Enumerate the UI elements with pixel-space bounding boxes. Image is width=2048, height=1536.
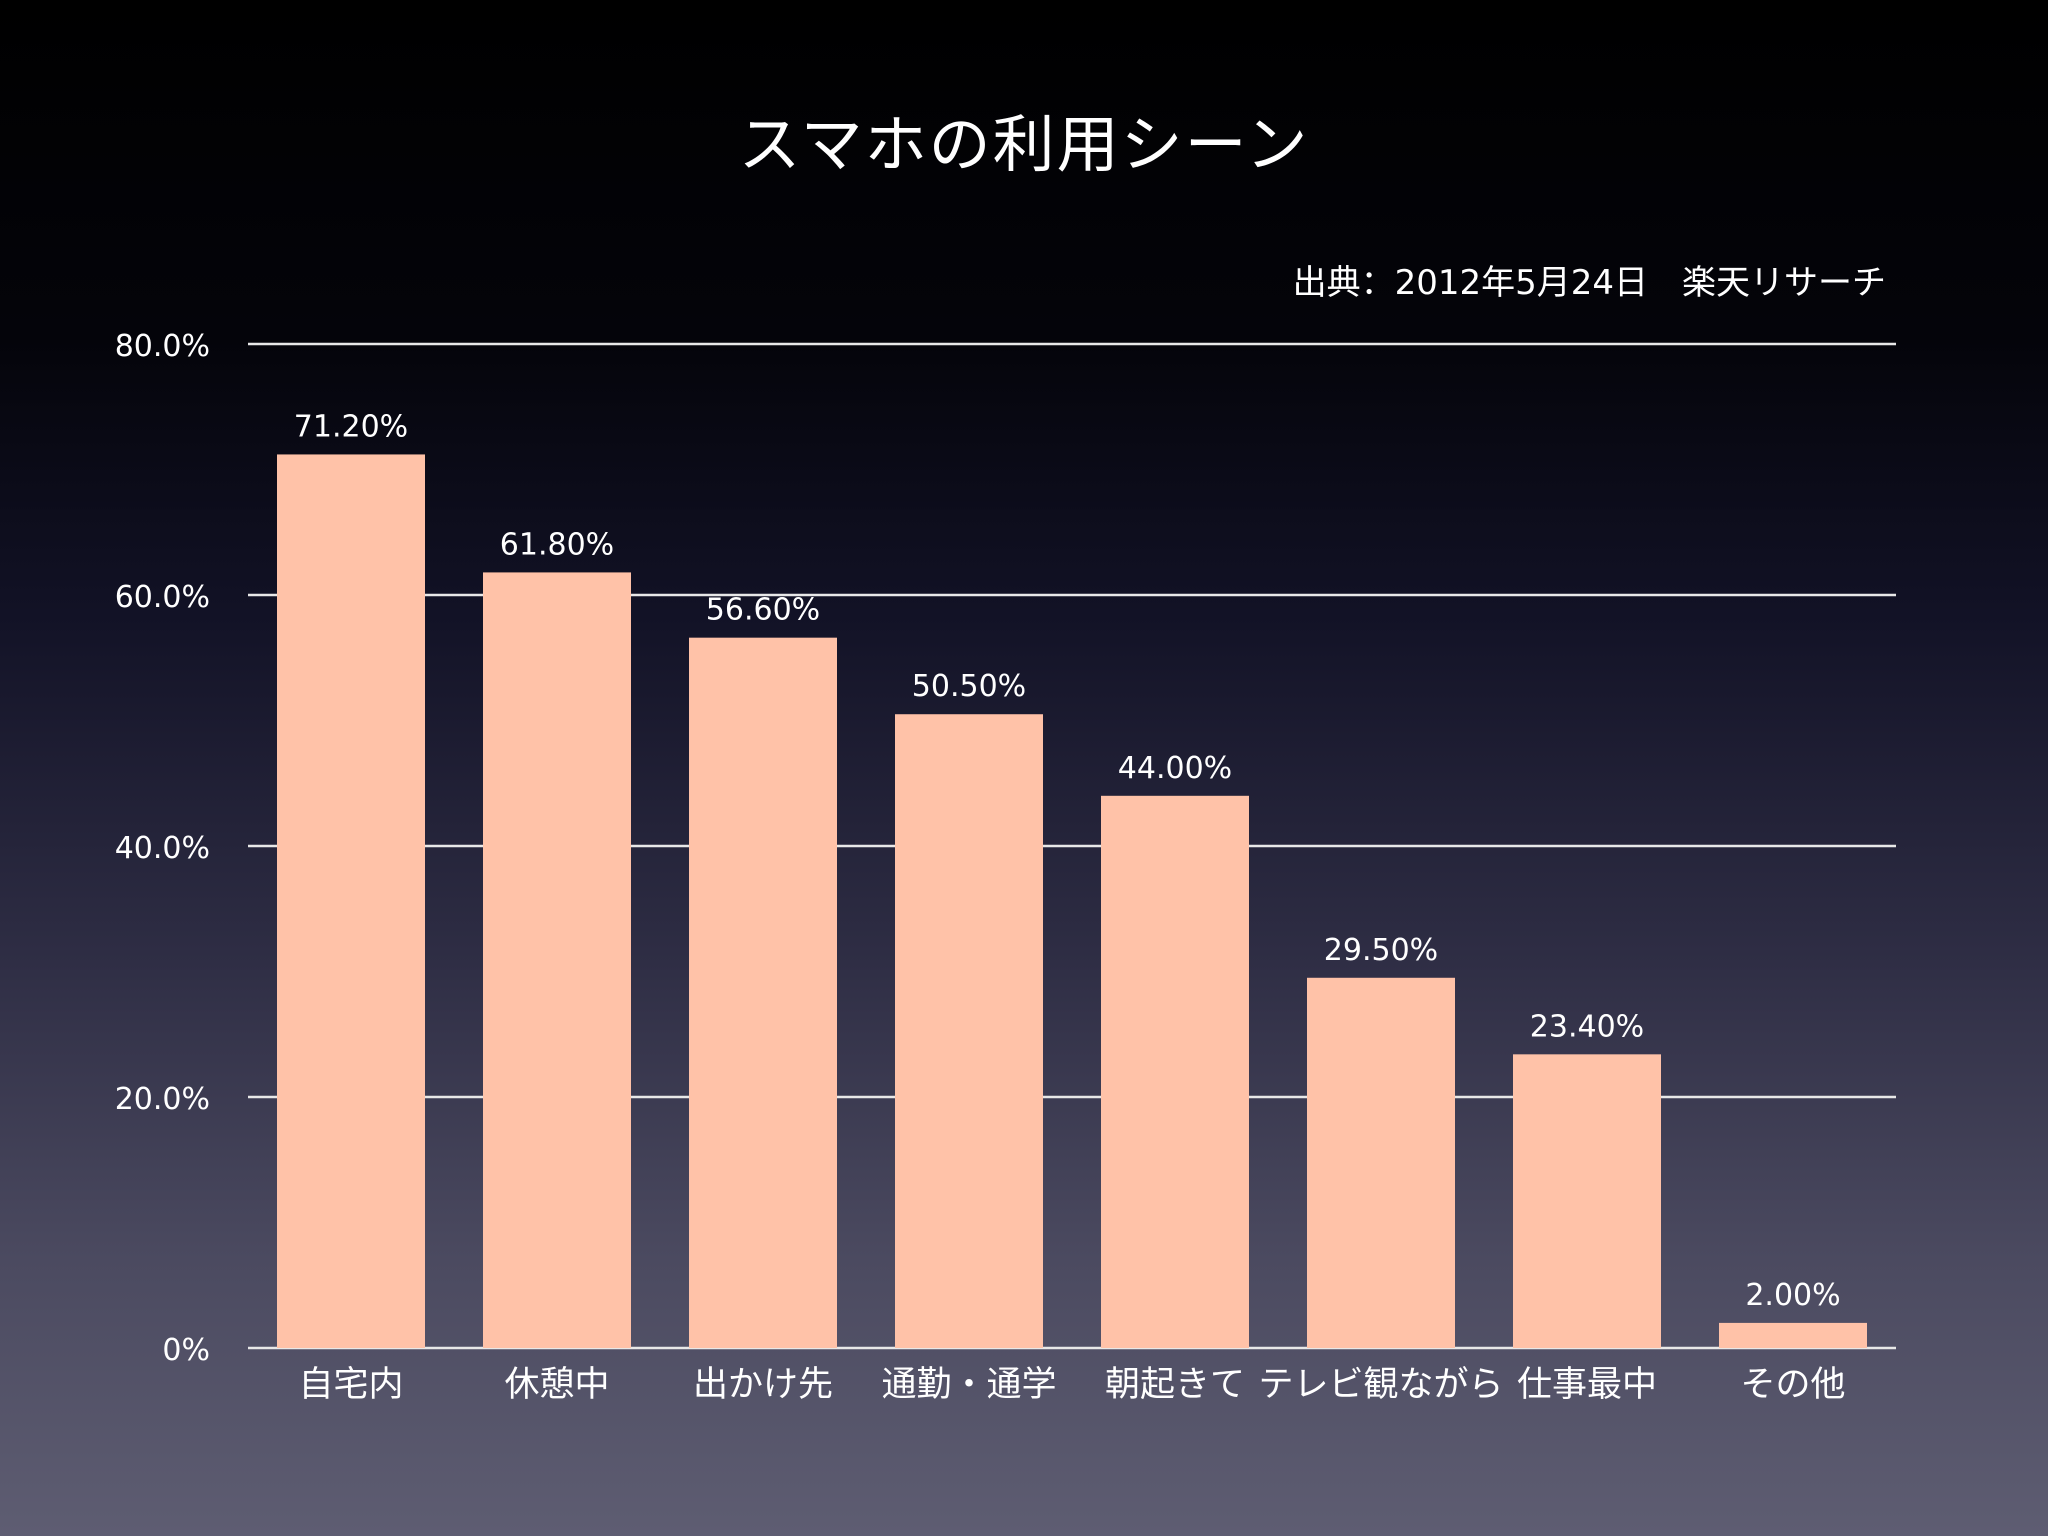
data-label: 2.00%	[1745, 1278, 1840, 1313]
data-label: 50.50%	[912, 669, 1026, 704]
category-label: 通勤・通学	[881, 1365, 1056, 1405]
category-label: テレビ観ながら	[1258, 1365, 1503, 1405]
bar	[1513, 1054, 1661, 1348]
y-tick-label: 80.0%	[115, 329, 210, 364]
data-label: 23.40%	[1530, 1009, 1644, 1044]
y-tick-label: 0%	[162, 1333, 210, 1368]
y-tick-label: 40.0%	[115, 831, 210, 866]
category-label: 休憩中	[504, 1365, 609, 1405]
bar	[1307, 977, 1455, 1348]
y-tick-label: 60.0%	[115, 580, 210, 615]
bar	[1101, 795, 1249, 1348]
bar	[895, 714, 1043, 1348]
bar	[689, 637, 837, 1348]
source-note: 出典：2012年5月24日 楽天リサーチ	[1292, 263, 1886, 303]
bar	[277, 454, 425, 1348]
category-label: 仕事最中	[1517, 1365, 1657, 1405]
data-label: 29.50%	[1324, 933, 1438, 968]
y-tick-label: 20.0%	[115, 1082, 210, 1117]
data-label: 56.60%	[706, 593, 820, 628]
data-label: 71.20%	[294, 409, 408, 444]
category-label: その他	[1740, 1365, 1845, 1405]
data-label: 61.80%	[500, 527, 614, 562]
category-label: 朝起きて	[1105, 1365, 1245, 1405]
category-label: 自宅内	[298, 1365, 403, 1405]
chart-title: スマホの利用シーン	[738, 108, 1310, 181]
category-label: 出かけ先	[693, 1365, 833, 1405]
bar	[483, 572, 631, 1348]
bar	[1719, 1322, 1867, 1348]
data-label: 44.00%	[1118, 751, 1232, 786]
